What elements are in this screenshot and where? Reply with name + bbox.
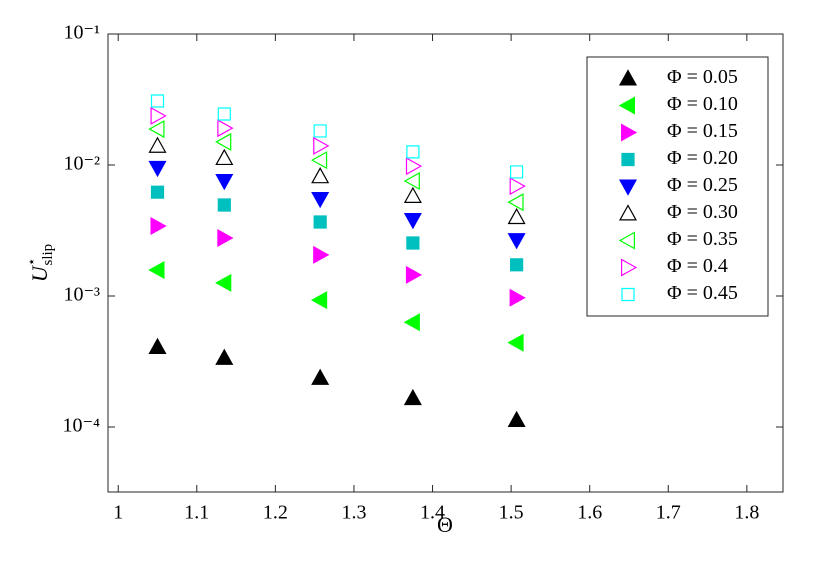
legend-label: Φ = 0.30 bbox=[667, 201, 738, 223]
legend-marker bbox=[620, 258, 638, 277]
point bbox=[406, 236, 420, 250]
legend-label: Φ = 0.10 bbox=[667, 93, 738, 115]
point bbox=[148, 260, 165, 279]
point bbox=[150, 106, 167, 125]
legend-marker bbox=[618, 69, 638, 86]
point bbox=[313, 124, 327, 138]
legend-label: Φ = 0.25 bbox=[667, 174, 738, 196]
x-tick-label: 1.3 bbox=[341, 502, 366, 524]
x-tick-label: 1.7 bbox=[656, 502, 681, 524]
point bbox=[217, 107, 231, 121]
point bbox=[311, 167, 330, 184]
point bbox=[150, 94, 165, 108]
y-tick-label: 10⁻² bbox=[63, 153, 100, 175]
point bbox=[403, 313, 420, 332]
point bbox=[507, 333, 524, 352]
legend-label: Φ = 0.15 bbox=[667, 120, 738, 142]
legend-label: Φ = 0.05 bbox=[667, 66, 738, 88]
point bbox=[313, 215, 327, 229]
legend-marker bbox=[618, 96, 636, 115]
point bbox=[215, 273, 232, 292]
legend-marker bbox=[618, 231, 636, 250]
point bbox=[148, 120, 165, 139]
point bbox=[509, 177, 526, 196]
legend-label: Φ = 0.4 bbox=[667, 255, 728, 277]
legend-label: Φ = 0.45 bbox=[667, 282, 738, 304]
x-tick-label: 1.2 bbox=[263, 502, 288, 524]
x-tick-label: 1.5 bbox=[499, 502, 524, 524]
legend-marker bbox=[620, 123, 638, 142]
point bbox=[507, 233, 526, 250]
point bbox=[403, 388, 422, 406]
legend-label: Φ = 0.20 bbox=[667, 147, 738, 169]
x-axis-label: Θ bbox=[437, 512, 453, 537]
point bbox=[215, 148, 234, 166]
y-tick-label: 10⁻¹ bbox=[63, 22, 100, 44]
legend-box bbox=[586, 56, 769, 317]
point bbox=[403, 171, 420, 191]
point bbox=[403, 213, 422, 230]
point bbox=[148, 160, 167, 178]
point bbox=[311, 368, 330, 385]
legend-label: Φ = 0.35 bbox=[667, 228, 738, 250]
point bbox=[406, 145, 420, 159]
point bbox=[310, 291, 328, 310]
point bbox=[405, 157, 423, 176]
point bbox=[215, 132, 232, 151]
plot-area bbox=[107, 33, 784, 493]
point bbox=[403, 186, 422, 203]
point bbox=[310, 151, 328, 170]
legend-marker bbox=[618, 179, 638, 196]
point bbox=[507, 207, 526, 225]
point bbox=[507, 193, 524, 212]
legend-marker bbox=[618, 204, 638, 221]
x-tick-label: 1.4 bbox=[420, 502, 445, 524]
x-tick-label: 1 bbox=[113, 502, 123, 524]
point bbox=[217, 119, 234, 138]
point bbox=[311, 192, 330, 209]
x-tick-label: 1.8 bbox=[734, 502, 759, 524]
point bbox=[150, 217, 167, 236]
point bbox=[215, 348, 234, 365]
point bbox=[215, 173, 234, 191]
point bbox=[509, 288, 526, 307]
legend-marker bbox=[621, 152, 635, 167]
point bbox=[217, 229, 234, 248]
point bbox=[510, 165, 524, 179]
point bbox=[313, 136, 330, 155]
y-tick-label: 10⁻⁴ bbox=[62, 415, 100, 437]
y-label-base: U bbox=[27, 264, 52, 282]
y-label-sup: ⋆ bbox=[25, 258, 40, 267]
point bbox=[510, 258, 524, 272]
point bbox=[313, 245, 330, 264]
y-tick-label: 10⁻³ bbox=[63, 284, 100, 306]
point bbox=[148, 337, 167, 355]
y-axis-label: U⋆slip bbox=[25, 244, 56, 282]
point bbox=[148, 136, 167, 153]
point bbox=[405, 265, 423, 284]
x-tick-label: 1.1 bbox=[184, 502, 209, 524]
point bbox=[507, 410, 526, 428]
y-label-sub: slip bbox=[40, 244, 56, 266]
point bbox=[150, 185, 165, 199]
x-tick-label: 1.6 bbox=[577, 502, 602, 524]
legend-marker bbox=[621, 287, 635, 302]
point bbox=[217, 198, 231, 212]
